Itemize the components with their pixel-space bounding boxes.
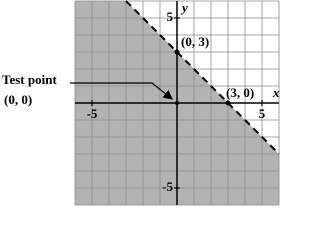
test-point-label: Test point: [2, 72, 57, 87]
y-tick-label: 5: [167, 9, 174, 24]
test-point-arrow: [70, 82, 173, 100]
y-tick-label: -5: [162, 179, 173, 194]
point: [174, 49, 180, 55]
point: [225, 100, 231, 106]
plot: x y -5 5 -5 5 (0, 3) (3, 0): [74, 0, 280, 206]
chart: x y -5 5 -5 5 (0, 3) (3, 0) Test point (0, 0): [2, 0, 280, 206]
x-tick-label: -5: [87, 106, 98, 121]
test-point: [175, 101, 179, 105]
x-axis-label: x: [272, 85, 280, 100]
point-label: (0, 3): [181, 34, 209, 49]
point-label: (3, 0): [226, 85, 254, 100]
boundary-line: [125, 0, 280, 155]
x-tick-label: 5: [259, 106, 266, 121]
y-axis-label: y: [180, 0, 188, 15]
test-point-coords: (0, 0): [4, 92, 32, 107]
